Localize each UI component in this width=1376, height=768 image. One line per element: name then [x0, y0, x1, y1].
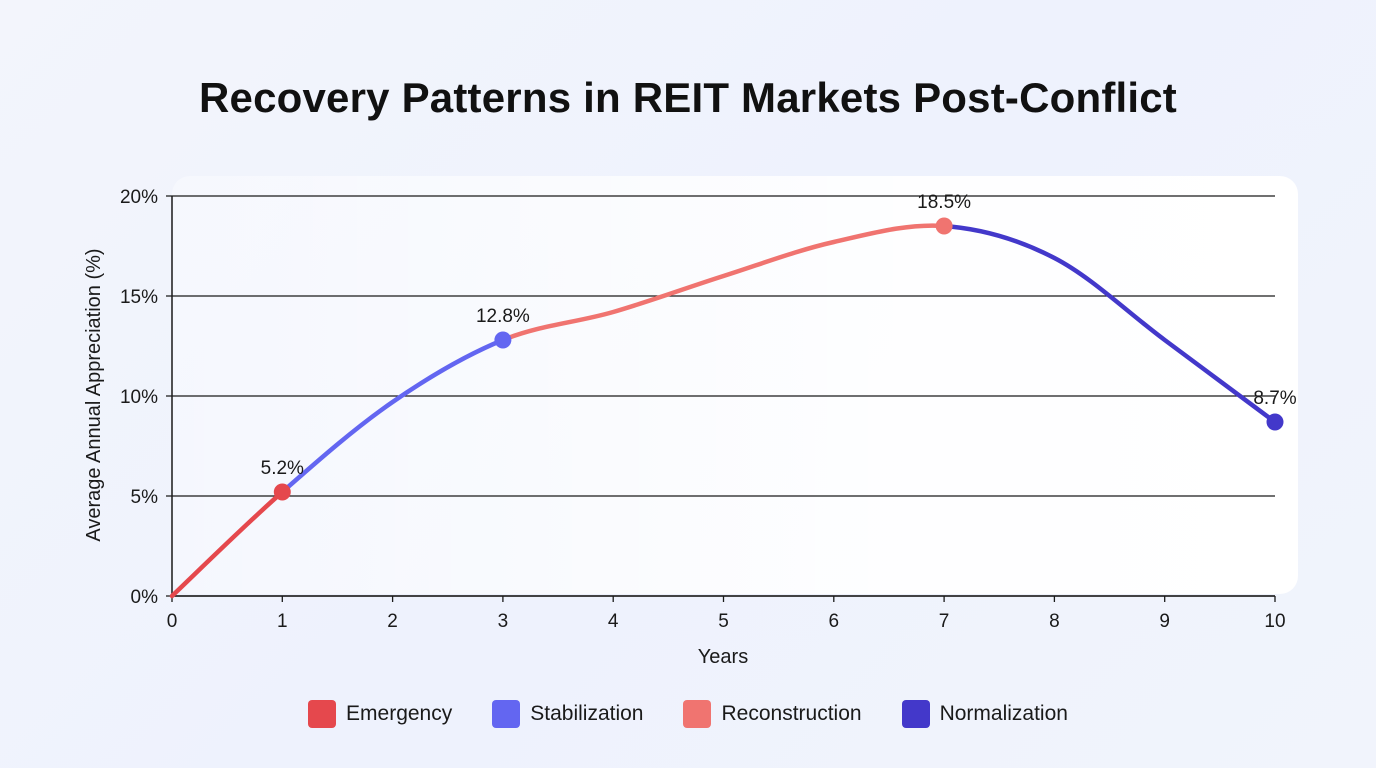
x-axis-title: Years — [698, 646, 748, 668]
data-point-marker — [273, 483, 291, 501]
y-tick-label: 10% — [120, 387, 158, 408]
x-tick-label: 5 — [718, 611, 729, 632]
legend-swatch — [683, 700, 712, 728]
data-point-marker — [935, 217, 953, 235]
legend-label: Normalization — [939, 702, 1068, 725]
axes: 0% 5% 10% 15% 20% 0 1 2 3 4 5 6 7 8 9 10 — [120, 187, 1286, 632]
data-point-marker — [1266, 413, 1284, 431]
data-markers — [273, 217, 1284, 501]
y-tick-label: 20% — [120, 187, 158, 208]
legend-item-emergency[interactable]: Emergency — [308, 700, 452, 728]
x-tick-label: 4 — [608, 611, 619, 632]
legend-swatch — [901, 700, 930, 728]
series-line-normalization — [941, 223, 1278, 425]
chart-title: Recovery Patterns in REIT Markets Post-C… — [199, 74, 1177, 121]
data-label: 18.5% — [917, 192, 971, 213]
data-labels: 5.2% 12.8% 18.5% 8.7% — [261, 192, 1297, 479]
legend-item-reconstruction[interactable]: Reconstruction — [683, 700, 862, 728]
gridlines — [166, 195, 1275, 597]
y-tick-label: 0% — [131, 587, 159, 608]
legend-item-normalization[interactable]: Normalization — [901, 700, 1068, 728]
y-tick-label: 5% — [131, 487, 159, 508]
series-line-stabilization — [280, 337, 506, 495]
x-tick-label: 10 — [1264, 611, 1285, 632]
data-label: 5.2% — [261, 458, 304, 479]
series-lines — [169, 223, 1278, 599]
legend-label: Reconstruction — [721, 702, 862, 725]
x-tick-label: 0 — [167, 611, 178, 632]
chart-legend: Emergency Stabilization Reconstruction Norm… — [0, 700, 1376, 728]
x-tick-label: 6 — [829, 611, 840, 632]
legend-swatch — [492, 700, 521, 728]
x-tick-label: 7 — [939, 611, 950, 632]
data-point-marker — [494, 331, 512, 349]
y-tick-label: 15% — [120, 287, 158, 308]
legend-label: Stabilization — [530, 702, 644, 725]
series-line-emergency — [169, 489, 285, 599]
plot-background — [172, 176, 1298, 594]
data-label: 8.7% — [1253, 388, 1296, 409]
data-label: 12.8% — [476, 306, 530, 327]
series-line-reconstruction — [500, 223, 947, 343]
x-tick-label: 2 — [387, 611, 398, 632]
x-tick-label: 1 — [277, 611, 288, 632]
y-axis-title: Average Annual Appreciation (%) — [83, 248, 105, 541]
x-tick-label: 9 — [1159, 611, 1170, 632]
legend-item-stabilization[interactable]: Stabilization — [492, 700, 643, 728]
legend-label: Emergency — [346, 702, 453, 725]
legend-swatch — [308, 700, 337, 728]
x-tick-label: 3 — [498, 611, 509, 632]
x-tick-label: 8 — [1049, 611, 1060, 632]
